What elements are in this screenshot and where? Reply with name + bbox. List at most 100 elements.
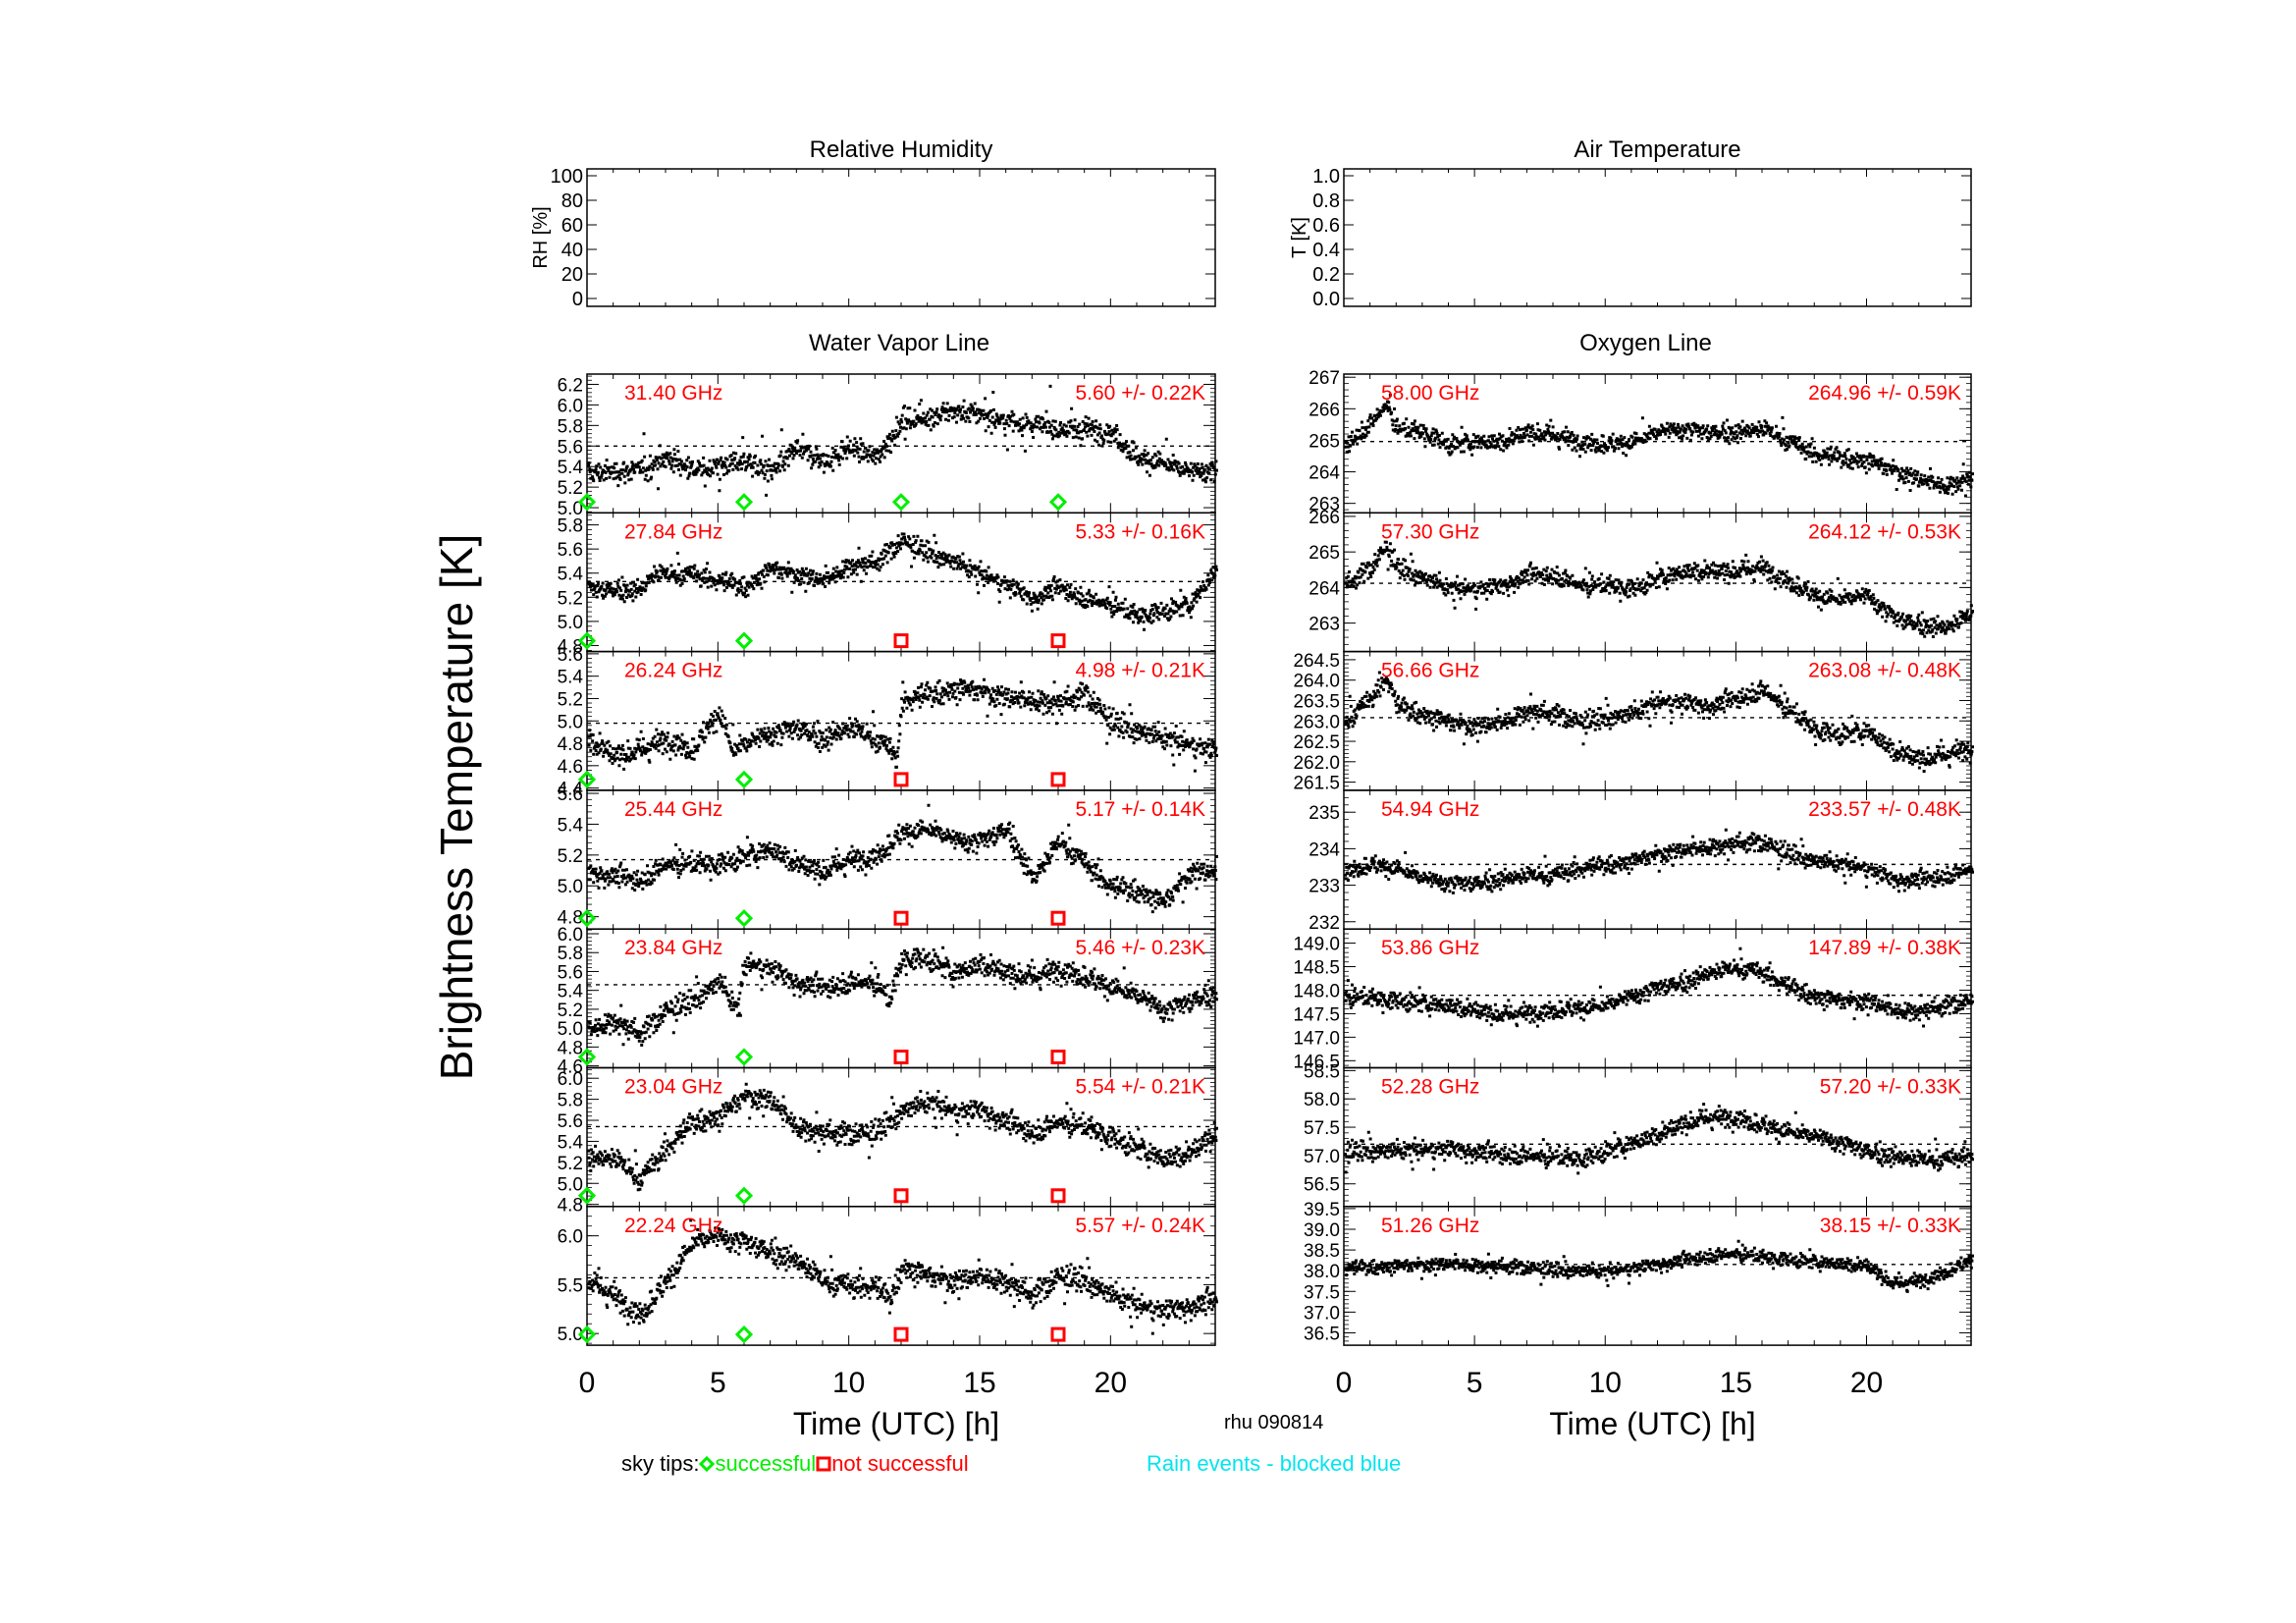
y-tick-label: 58.5 [1304, 1061, 1340, 1082]
run-id-label: rhu 090814 [1224, 1412, 1324, 1434]
legend: sky tips: successful not successful [621, 1451, 969, 1477]
y-tick-label: 5.2 [558, 478, 583, 499]
x-tick-label: 10 [1589, 1367, 1622, 1399]
frequency-label: 56.66 GHz [1381, 660, 1479, 682]
x-tick-label: 15 [1720, 1367, 1752, 1399]
y-tick-label: 60 [561, 215, 583, 237]
mean-std-label: 5.46 +/- 0.23K [1075, 937, 1205, 959]
y-tick-label: 0.0 [1312, 289, 1340, 310]
channel-panel: 4.8 5.0 5.2 5.4 5.6 5.8 27.84 GHz 5.33 +/- 0.16… [558, 512, 1218, 657]
y-tick-label: 5.0 [558, 712, 583, 732]
x-tick-label: 10 [832, 1367, 865, 1399]
mean-std-label: 5.60 +/- 0.22K [1075, 382, 1205, 405]
data-points [587, 384, 1218, 497]
x-tick-label: 5 [710, 1367, 726, 1399]
plot-frame [1343, 168, 1972, 307]
y-tick-label: 264.0 [1293, 672, 1340, 692]
skytip-failure-marker [893, 1050, 909, 1064]
y-tick-label: 235 [1308, 803, 1340, 824]
skytip-success-marker [577, 631, 597, 650]
mean-std-label: 5.57 +/- 0.24K [1075, 1215, 1205, 1237]
data-points [1344, 1103, 1974, 1175]
y-tick-label: 5.2 [558, 1154, 583, 1174]
y-axis-label: T [K] [1289, 217, 1310, 258]
skytip-failure-marker [1050, 633, 1066, 649]
y-tick-label: 39.5 [1304, 1200, 1340, 1220]
data-points [1344, 671, 1974, 773]
y-tick-label: 5.4 [558, 815, 584, 836]
data-points [1344, 828, 1974, 894]
y-tick-label: 233 [1308, 877, 1340, 897]
y-tick-label: 149.0 [1293, 935, 1340, 955]
y-tick-label: 0.4 [1312, 240, 1340, 261]
skytip-success-marker [734, 493, 754, 512]
mean-std-label: 57.20 +/- 0.33K [1820, 1076, 1961, 1099]
y-tick-label: 5.0 [558, 1325, 583, 1345]
frequency-label: 23.04 GHz [624, 1076, 722, 1099]
y-tick-label: 5.8 [558, 516, 583, 537]
y-tick-label: 4.6 [558, 757, 583, 778]
y-tick-label: 4.8 [558, 908, 583, 929]
y-tick-label: 234 [1308, 839, 1340, 860]
mean-std-label: 233.57 +/- 0.48K [1808, 798, 1961, 821]
y-tick-label: 263 [1308, 495, 1340, 515]
skytip-failure-marker [893, 772, 909, 787]
skytip-success-marker [734, 631, 754, 650]
air-temperature-plot: Air Temperature 0.0 0.2 0.4 0.6 0.81.0 T [K] [1289, 136, 1972, 310]
y-tick-label: 38.0 [1304, 1262, 1340, 1282]
y-tick-label: 146.5 [1293, 1052, 1340, 1072]
frequency-label: 25.44 GHz [624, 798, 722, 821]
x-tick-label: 20 [1850, 1367, 1883, 1399]
y-tick-label: 5.2 [558, 588, 583, 609]
skytip-failure-marker [1050, 1326, 1066, 1342]
data-points [587, 1082, 1218, 1192]
y-tick-label: 5.6 [558, 784, 583, 805]
y-tick-label: 147.0 [1293, 1028, 1340, 1049]
channel-panel: 4.64.85.05.25.45.65.86.0 23.84 GHz 5.46 +/… [558, 925, 1218, 1078]
data-points [587, 803, 1218, 914]
rain-events-note: Rain events - blocked blue [1147, 1451, 1402, 1476]
data-points [1344, 540, 1974, 638]
y-tick-label: 5.4 [558, 565, 584, 585]
y-tick-label: 266 [1308, 508, 1340, 528]
y-tick-label: 1.0 [1312, 166, 1340, 188]
y-tick-label: 6.0 [558, 925, 583, 946]
channel-panel: 4.8 5.0 5.2 5.4 5.6 25.44 GHz 5.17 +/- 0.14K [558, 784, 1218, 930]
y-tick-label: 0.6 [1312, 215, 1340, 237]
skytip-success-marker [577, 909, 597, 928]
frequency-label: 51.26 GHz [1381, 1215, 1479, 1237]
skytip-success-marker [734, 1048, 754, 1066]
y-tick-label: 6.0 [558, 1069, 583, 1090]
y-tick-label: 5.8 [558, 416, 583, 437]
y-tick-label: 5.4 [558, 668, 584, 688]
y-tick-label: 37.0 [1304, 1303, 1340, 1324]
y-tick-label: 38.5 [1304, 1241, 1340, 1262]
y-tick-label: 5.4 [558, 1132, 584, 1153]
frequency-label: 52.28 GHz [1381, 1076, 1479, 1099]
skytip-success-marker [577, 1186, 597, 1205]
skytip-success-marker [577, 493, 597, 512]
legend-not-successful: not successful [831, 1451, 969, 1476]
y-tick-label: 264.5 [1293, 651, 1340, 672]
y-tick-label: 5.0 [558, 1174, 583, 1195]
frequency-label: 54.94 GHz [1381, 798, 1479, 821]
channel-panel: 4.44.64.85.05.25.45.6 26.24 GHz 4.98 +/- 0… [558, 645, 1218, 800]
y-tick-label: 5.8 [558, 944, 583, 964]
channel-panel: 263 264 265 266 267 58.00 GHz 264.96 +/- 0.59K [1308, 368, 1974, 515]
frequency-label: 57.30 GHz [1381, 520, 1479, 543]
y-tick-label: 6.0 [558, 396, 583, 416]
y-tick-label: 58.0 [1304, 1090, 1340, 1110]
y-tick-label: 265 [1308, 431, 1340, 452]
skytip-success-marker [734, 770, 754, 789]
y-tick-label: 261.5 [1293, 774, 1340, 794]
y-tick-label: 80 [561, 190, 583, 212]
data-points [1344, 947, 1974, 1028]
legend-successful: successful [715, 1451, 817, 1476]
diamond-marker-icon [699, 1456, 716, 1472]
y-tick-label: 265 [1308, 543, 1340, 564]
skytip-failure-marker [893, 910, 909, 926]
y-tick-label: 57.5 [1304, 1118, 1340, 1139]
